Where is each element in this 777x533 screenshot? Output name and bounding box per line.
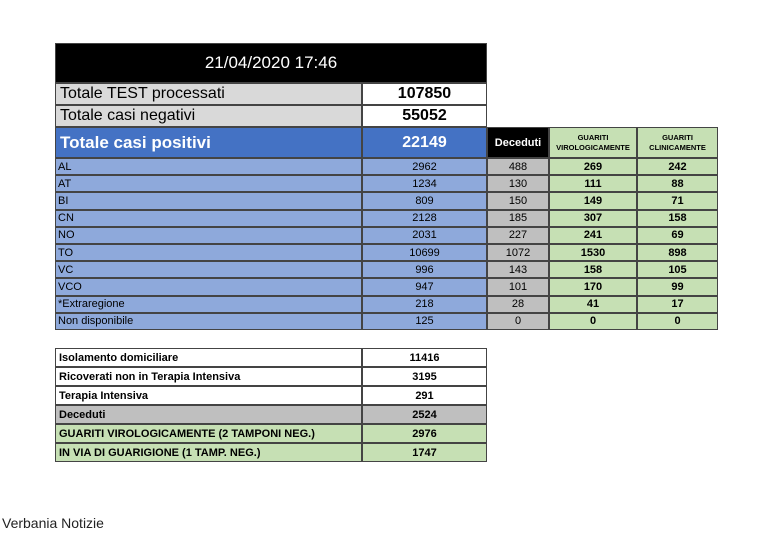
status-value: 291 xyxy=(362,386,487,405)
status-value: 11416 xyxy=(362,348,487,367)
province-total: 10699 xyxy=(362,244,487,262)
footer-source: Verbania Notizie xyxy=(2,515,104,531)
province-total: 996 xyxy=(362,261,487,279)
province-recovered-vir: 149 xyxy=(549,192,637,210)
province-recovered-vir: 111 xyxy=(549,175,637,193)
province-recovered-clin: 17 xyxy=(637,295,718,313)
status-label: IN VIA DI GUARIGIONE (1 TAMP. NEG.) xyxy=(55,443,362,462)
province-deaths: 227 xyxy=(487,226,549,244)
province-recovered-clin: 242 xyxy=(637,158,718,176)
province-deaths: 28 xyxy=(487,295,549,313)
province-recovered-clin: 158 xyxy=(637,209,718,227)
province-total: 947 xyxy=(362,278,487,296)
status-label: Deceduti xyxy=(55,405,362,424)
province-recovered-vir: 0 xyxy=(549,312,637,330)
province-total: 125 xyxy=(362,312,487,330)
province-deaths: 150 xyxy=(487,192,549,210)
province-recovered-vir: 241 xyxy=(549,226,637,244)
province-recovered-clin: 105 xyxy=(637,261,718,279)
province-name: AT xyxy=(55,175,362,193)
province-name: CN xyxy=(55,209,362,227)
province-recovered-clin: 71 xyxy=(637,192,718,210)
province-recovered-vir: 1530 xyxy=(549,244,637,262)
summary-label: Totale TEST processati xyxy=(55,83,362,105)
province-deaths: 1072 xyxy=(487,244,549,262)
province-name: *Extraregione xyxy=(55,295,362,313)
province-deaths: 101 xyxy=(487,278,549,296)
province-recovered-vir: 170 xyxy=(549,278,637,296)
status-label: GUARITI VIROLOGICAMENTE (2 TAMPONI NEG.) xyxy=(55,424,362,443)
province-name: NO xyxy=(55,226,362,244)
status-value: 3195 xyxy=(362,367,487,386)
province-total: 218 xyxy=(362,295,487,313)
province-recovered-clin: 99 xyxy=(637,278,718,296)
province-recovered-vir: 158 xyxy=(549,261,637,279)
province-total: 809 xyxy=(362,192,487,210)
column-header: GUARITI CLINICAMENTE xyxy=(637,127,718,158)
province-name: VC xyxy=(55,261,362,279)
status-value: 2976 xyxy=(362,424,487,443)
province-total: 2128 xyxy=(362,209,487,227)
column-header: Deceduti xyxy=(487,127,549,158)
status-label: Isolamento domiciliare xyxy=(55,348,362,367)
status-label: Terapia Intensiva xyxy=(55,386,362,405)
header-datetime: 21/04/2020 17:46 xyxy=(55,43,487,83)
summary-value: 107850 xyxy=(362,83,487,105)
province-name: BI xyxy=(55,192,362,210)
status-value: 1747 xyxy=(362,443,487,462)
province-recovered-vir: 41 xyxy=(549,295,637,313)
province-deaths: 185 xyxy=(487,209,549,227)
column-header: GUARITI VIROLOGICAMENTE xyxy=(549,127,637,158)
summary-value: 55052 xyxy=(362,105,487,127)
province-recovered-clin: 898 xyxy=(637,244,718,262)
province-name: Non disponibile xyxy=(55,312,362,330)
status-label: Ricoverati non in Terapia Intensiva xyxy=(55,367,362,386)
province-recovered-vir: 307 xyxy=(549,209,637,227)
province-deaths: 143 xyxy=(487,261,549,279)
province-deaths: 0 xyxy=(487,312,549,330)
status-value: 2524 xyxy=(362,405,487,424)
province-name: AL xyxy=(55,158,362,176)
province-name: TO xyxy=(55,244,362,262)
province-recovered-clin: 88 xyxy=(637,175,718,193)
province-deaths: 488 xyxy=(487,158,549,176)
summary-label: Totale casi positivi xyxy=(55,127,362,158)
summary-label: Totale casi negativi xyxy=(55,105,362,127)
province-recovered-clin: 69 xyxy=(637,226,718,244)
province-total: 2962 xyxy=(362,158,487,176)
province-total: 2031 xyxy=(362,226,487,244)
summary-value: 22149 xyxy=(362,127,487,158)
province-total: 1234 xyxy=(362,175,487,193)
province-recovered-clin: 0 xyxy=(637,312,718,330)
province-deaths: 130 xyxy=(487,175,549,193)
province-name: VCO xyxy=(55,278,362,296)
province-recovered-vir: 269 xyxy=(549,158,637,176)
